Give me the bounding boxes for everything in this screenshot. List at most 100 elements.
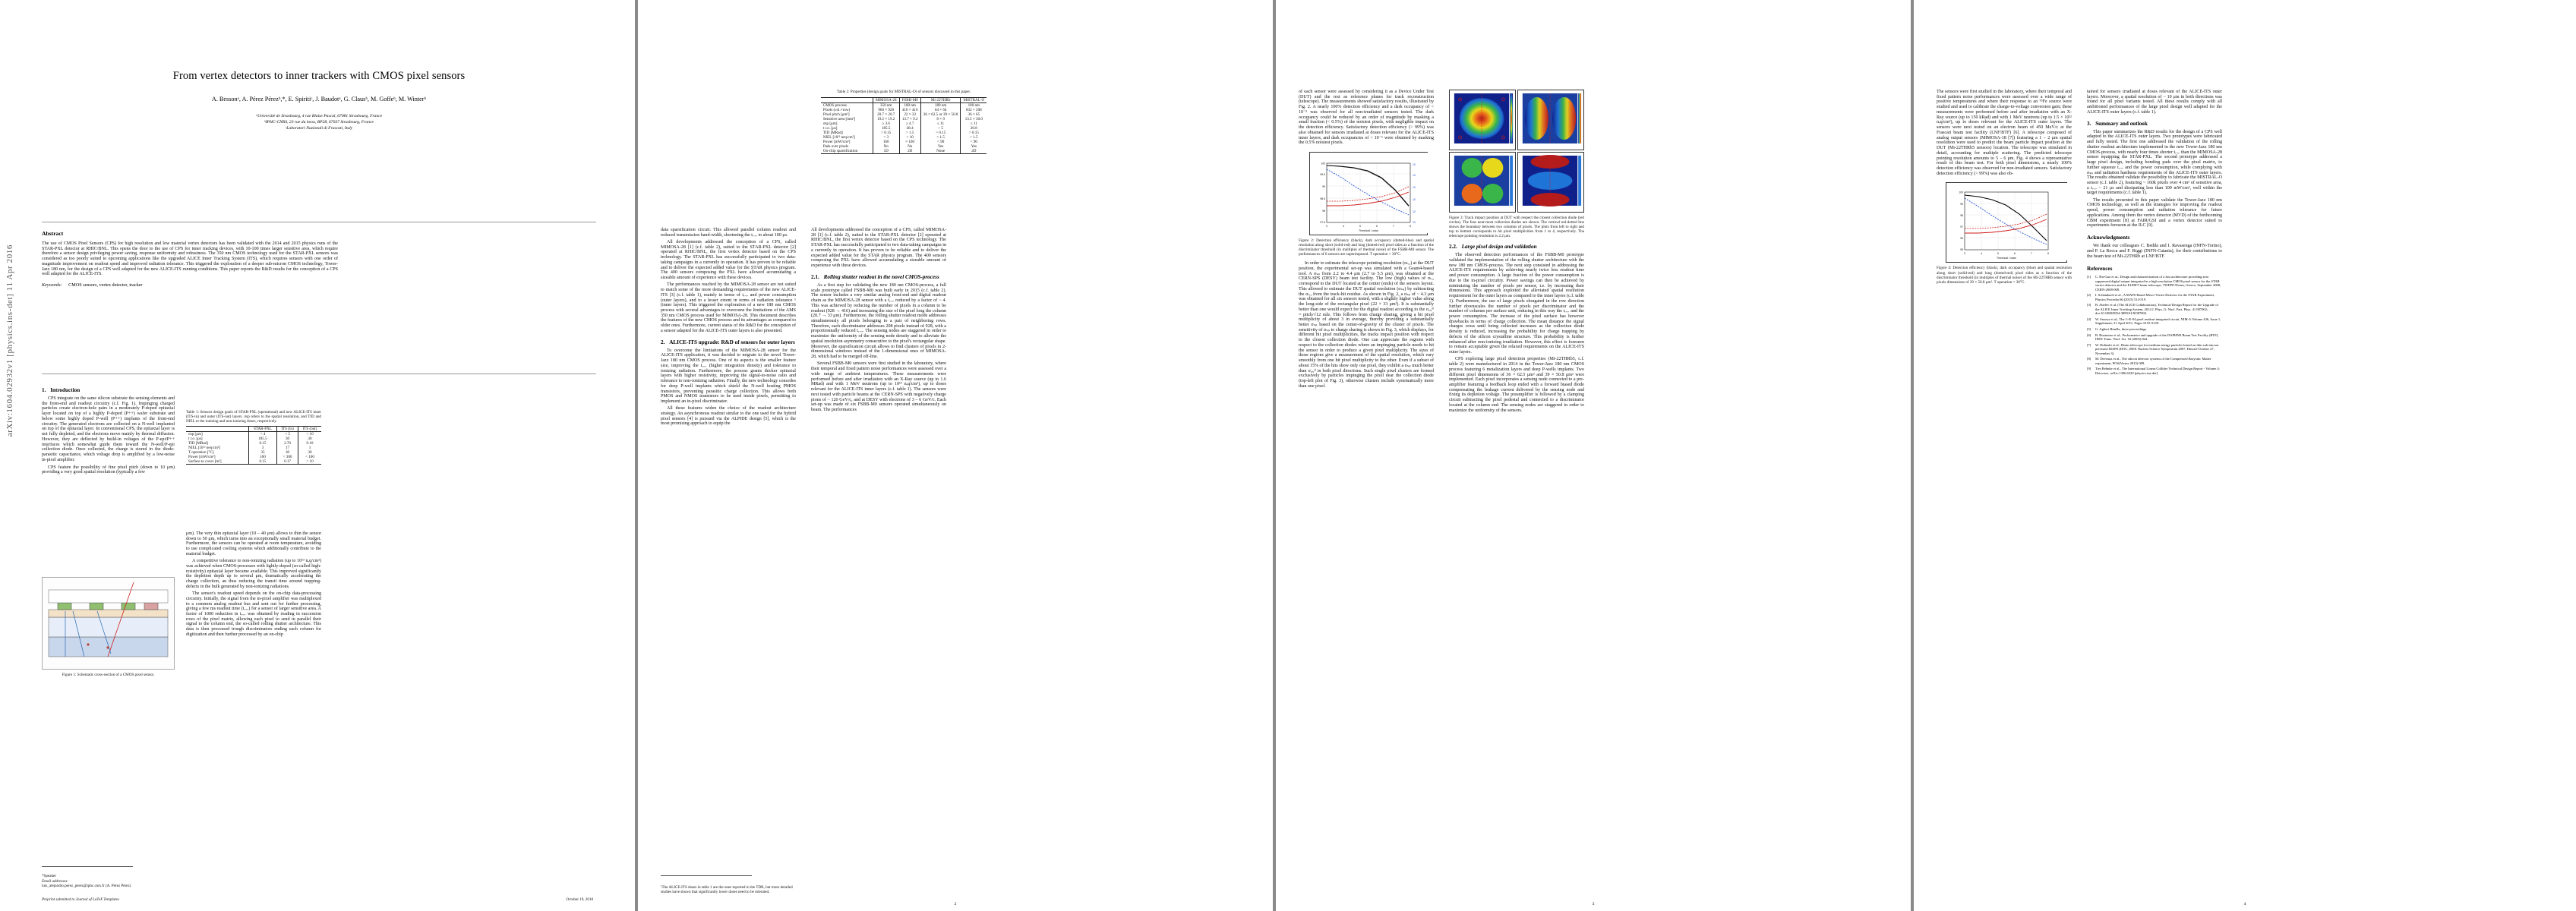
table-cell: 35 [248, 450, 277, 456]
table-cell: Power [mW/cm²] [188, 455, 216, 460]
svg-text:97: 97 [1960, 225, 1963, 229]
table-cell: > 0.15 [872, 131, 900, 136]
table-cell: Yes [920, 144, 961, 150]
table-cell: > 1.5 [898, 131, 921, 136]
table-row: On-chip sparsification 1D 2D None 2D [820, 149, 987, 154]
table-2-caption: Table 2: Properties (design goals for MI… [836, 90, 971, 94]
svg-text:99: 99 [1322, 185, 1325, 188]
table-cell: On-chip sparsification [820, 149, 873, 154]
table-cell: 20.7 × 20.7 [872, 112, 900, 118]
p2-c2-p0: All developments addressed the conceptio… [811, 228, 946, 269]
abstract-heading: Abstract [42, 230, 64, 237]
table-cell: < 90 [960, 140, 987, 145]
table-row: σsp [μm] ≥ 3.6 ≥ 4.7 ≤ 11 ≤ 11 [821, 121, 987, 127]
p1-column-2-text: μm). The very thin epitaxial layer (10 –… [186, 531, 321, 639]
table-cell: Pixels (col.×row) [822, 108, 851, 113]
reference-item: [9] Ties Behnke et al., The International… [2087, 367, 2222, 375]
p3-c1-p1: of each sensor were assessed by consider… [1299, 90, 1434, 146]
table-cell: Yes [960, 144, 987, 150]
figure-4-chart: 100 99 98 97 96 95 3 4 5 6 7 8 T [1946, 183, 2068, 261]
table-row: CMOS process 350 nm 180 nm 180 nm 180 nm [820, 102, 987, 109]
page-3-number: 3 [1592, 902, 1595, 906]
table-cell: 22 × 33 [898, 112, 921, 118]
svg-text:7: 7 [2031, 252, 2032, 255]
p2-c1-p2: All developments addressed the conceptio… [661, 239, 796, 281]
table-2-body: CMOS process 350 nm 180 nm 180 nm 180 nm Pixe… [820, 102, 987, 154]
svg-text:6: 6 [1376, 225, 1378, 228]
svg-text:10: 10 [1413, 174, 1416, 177]
figure-1-image [42, 577, 175, 670]
p4-c2-sec3p2: The results presented in this paper vali… [2087, 197, 2222, 229]
table-cell: 48.4 [898, 126, 921, 131]
reference-list: [1] C. Hu-Guo et al., Design and characte… [2087, 275, 2222, 375]
section-2-title: ALICE-ITS upgrade: R&D of sensors for ou… [669, 339, 795, 345]
reference-number: [7] [2087, 342, 2091, 347]
p2-column-1: data sparsification circuit. This allowe… [661, 228, 796, 429]
page-1: arXiv:1604.02932v1 [physics.ins-det] 11 … [0, 0, 635, 911]
table-cell: ~ 5 [920, 126, 961, 131]
p3-c2-p1: The observed detection performances of t… [1449, 253, 1584, 355]
section-number: 1. [42, 387, 46, 393]
table-cell: 8 × 9 [920, 117, 961, 122]
section-22-number: 2.2. [1449, 244, 1457, 251]
svg-text:98: 98 [1960, 214, 1963, 217]
reference-number: [2] [2087, 293, 2091, 298]
table-cell: CMOS process [820, 102, 873, 109]
svg-text:5: 5 [1359, 225, 1361, 228]
table-cell: 832 × 208 [960, 108, 987, 113]
section-21-title: Rolling shutter readout in the novel CMO… [823, 273, 939, 280]
table-cell: ≤ 11 [920, 121, 961, 127]
p3-c1-p2: In order to estimate the telescope point… [1299, 261, 1434, 389]
svg-text:99.5: 99.5 [1320, 173, 1325, 176]
section-2-number: 2. [661, 339, 665, 345]
p2-c2-p2: Several FSBB-M0 sensors were first studi… [811, 361, 946, 412]
table-cell: 30 [276, 450, 298, 456]
table-2-head: MIMOSA-28 FSBB-M0 Mi-22THRb MISTRAL-O [820, 97, 987, 103]
table-cell: 17 [276, 446, 298, 451]
reference-text: C. Hu-Guo et al., Design and characteriz… [2095, 275, 2221, 292]
svg-text:97.5: 97.5 [1320, 221, 1325, 224]
table-cell: > 10 [298, 459, 321, 465]
table-cell: 30 [298, 450, 321, 456]
cmos-cross-section-diagram [48, 582, 169, 657]
table-1: STAR-PXL ITS (in) ITS (out) σsp [μm] < 4 < 5… [186, 426, 321, 465]
figure-4-plot: 100 99 98 97 96 95 3 4 5 6 7 8 T [1946, 182, 2068, 263]
table-cell: 0.15 [248, 459, 277, 465]
table-cell: 180 nm [960, 102, 987, 109]
page-3: of each sensor were assessed by consider… [1276, 0, 1911, 911]
table-cell: > 1.5 [960, 135, 987, 140]
page-2: Table 2: Properties (design goals for MI… [638, 0, 1273, 911]
keywords-label: Keywords: [42, 282, 62, 288]
table-row: T operation [°C] 35 30 30 [186, 450, 321, 456]
table-row: t r.o. [μs] 185.5 48.4 ~ 5 20.8 [821, 126, 987, 131]
table-row: Surface to cover [m²] 0.15 0.17 > 10 [186, 459, 321, 465]
table-2-block: Table 2: Properties (design goals for MI… [661, 90, 1147, 154]
page-2-number: 2 [954, 902, 957, 906]
date-footer: October 19, 2018 [566, 897, 593, 902]
svg-text:10: 10 [1413, 221, 1416, 224]
p4-c2-p1: tained for sensors irradiated at doses r… [2087, 90, 2222, 115]
table-cell: ≥ 4.7 [898, 121, 921, 127]
table-row: t r.o. [μs] 185.5 30 30 [186, 437, 321, 442]
heatmap-4 [1522, 155, 1582, 206]
svg-text:10: 10 [1413, 163, 1416, 166]
reference-item: [3] B. Abelev et al. (The ALICE Collabora… [2087, 303, 2222, 315]
table-cell: 180 nm [920, 102, 961, 109]
p4-c2-sec3p1: This paper summarizes the R&D results fo… [2087, 129, 2222, 196]
arxiv-stamp: arXiv:1604.02932v1 [physics.ins-det] 11 … [5, 244, 14, 437]
section-3-number: 3. [2087, 120, 2091, 127]
table-cell: NIEL [10¹² neq/cm²] [188, 446, 221, 451]
section-title: Introduction [50, 387, 80, 393]
figure-2-caption: Figure 2: Detection efficiency (black), … [1299, 238, 1434, 257]
figure-3-panel-2 [1517, 90, 1584, 150]
section-22-title: Large pixel design and validation [1461, 244, 1537, 251]
svg-text:100: 100 [1959, 191, 1963, 194]
abstract-body: The use of CMOS Pixel Sensors (CPS) for … [42, 241, 338, 277]
table-cell: 36 × 65 [960, 112, 987, 118]
table-cell: σsp [μm] [186, 431, 249, 437]
table-row: NIEL [10¹² neq/cm²] > 3 > 10 > 1.5 > 1.5 [821, 135, 987, 140]
p2-footnote: ¹The ALICE-ITS doses in table 1 are the … [661, 885, 793, 894]
reference-item: [5] G. Aglieri Rinella, these proceedings… [2087, 327, 2222, 331]
table-2: MIMOSA-28 FSBB-M0 Mi-22THRb MISTRAL-O CMOS … [820, 97, 987, 154]
